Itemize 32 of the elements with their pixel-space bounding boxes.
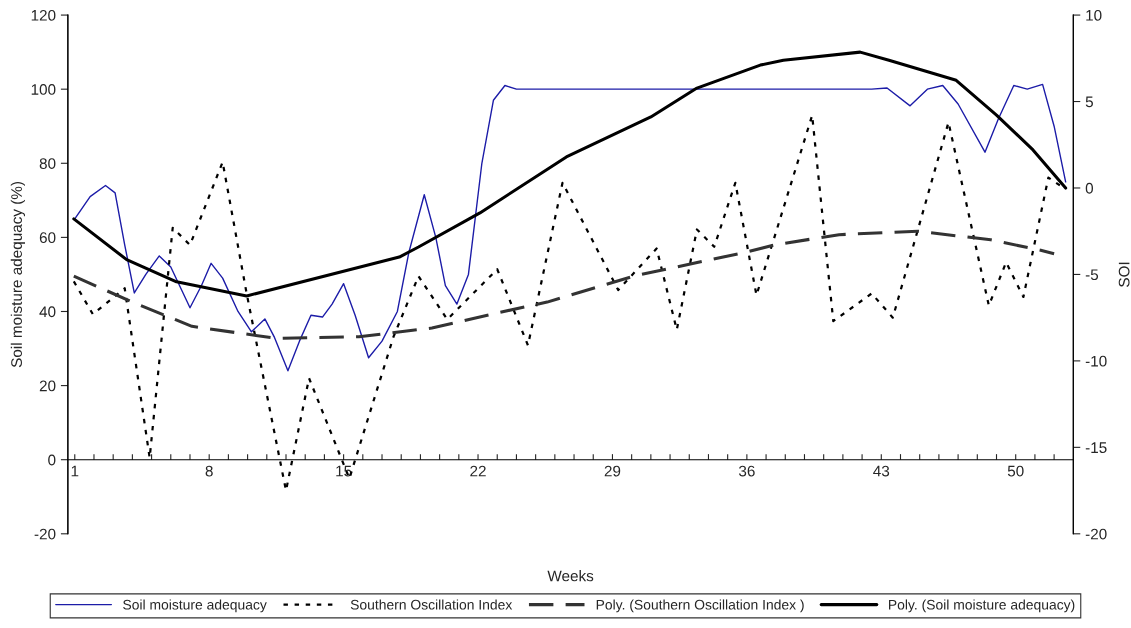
y2-tick-label: -10	[1085, 355, 1107, 367]
line-series	[72, 229, 1056, 340]
y-tick-label: 120	[31, 9, 56, 21]
y2-axis-title: SOI	[1118, 262, 1130, 287]
x-tick-label: 1	[71, 465, 79, 477]
y-tick-label: 60	[39, 232, 56, 244]
legend-label: Southern Oscillation Index	[350, 599, 513, 610]
x-tick-label: 43	[873, 465, 890, 477]
y2-tick-label: 0	[1085, 182, 1094, 194]
legend-label: Poly. (Soil moisture adequacy)	[889, 599, 1075, 613]
y-tick-label: 80	[39, 158, 56, 169]
x-tick-label: 8	[205, 465, 213, 477]
y2-tick-label: 10	[1086, 9, 1102, 21]
x-axis-title: Weeks	[547, 570, 594, 582]
y2-tick-label: -20	[1085, 528, 1107, 540]
x-tick-label: 22	[470, 465, 486, 477]
x-tick-label: 15	[336, 465, 352, 477]
x-tick-label: 36	[738, 465, 755, 477]
x-tick-label: 50	[1007, 465, 1024, 477]
y-tick-label: -20	[34, 528, 56, 540]
y2-tick-label: -5	[1085, 269, 1099, 281]
y-tick-label: 0	[48, 454, 56, 466]
x-tick-label: 29	[604, 465, 621, 477]
y-tick-label: 20	[39, 380, 56, 392]
line-series	[74, 83, 1067, 372]
y2-tick-label: -15	[1085, 442, 1107, 454]
y-axis-title: Soil moisture adequacy (%)	[10, 181, 26, 368]
y-tick-label: 40	[39, 306, 56, 318]
legend-label: Soil moisture adequacy	[123, 599, 267, 613]
legend-label: Poly. (Southern Oscillation Index )	[596, 599, 804, 613]
y-tick-label: 100	[31, 84, 56, 95]
y2-tick-label: 5	[1085, 96, 1093, 108]
